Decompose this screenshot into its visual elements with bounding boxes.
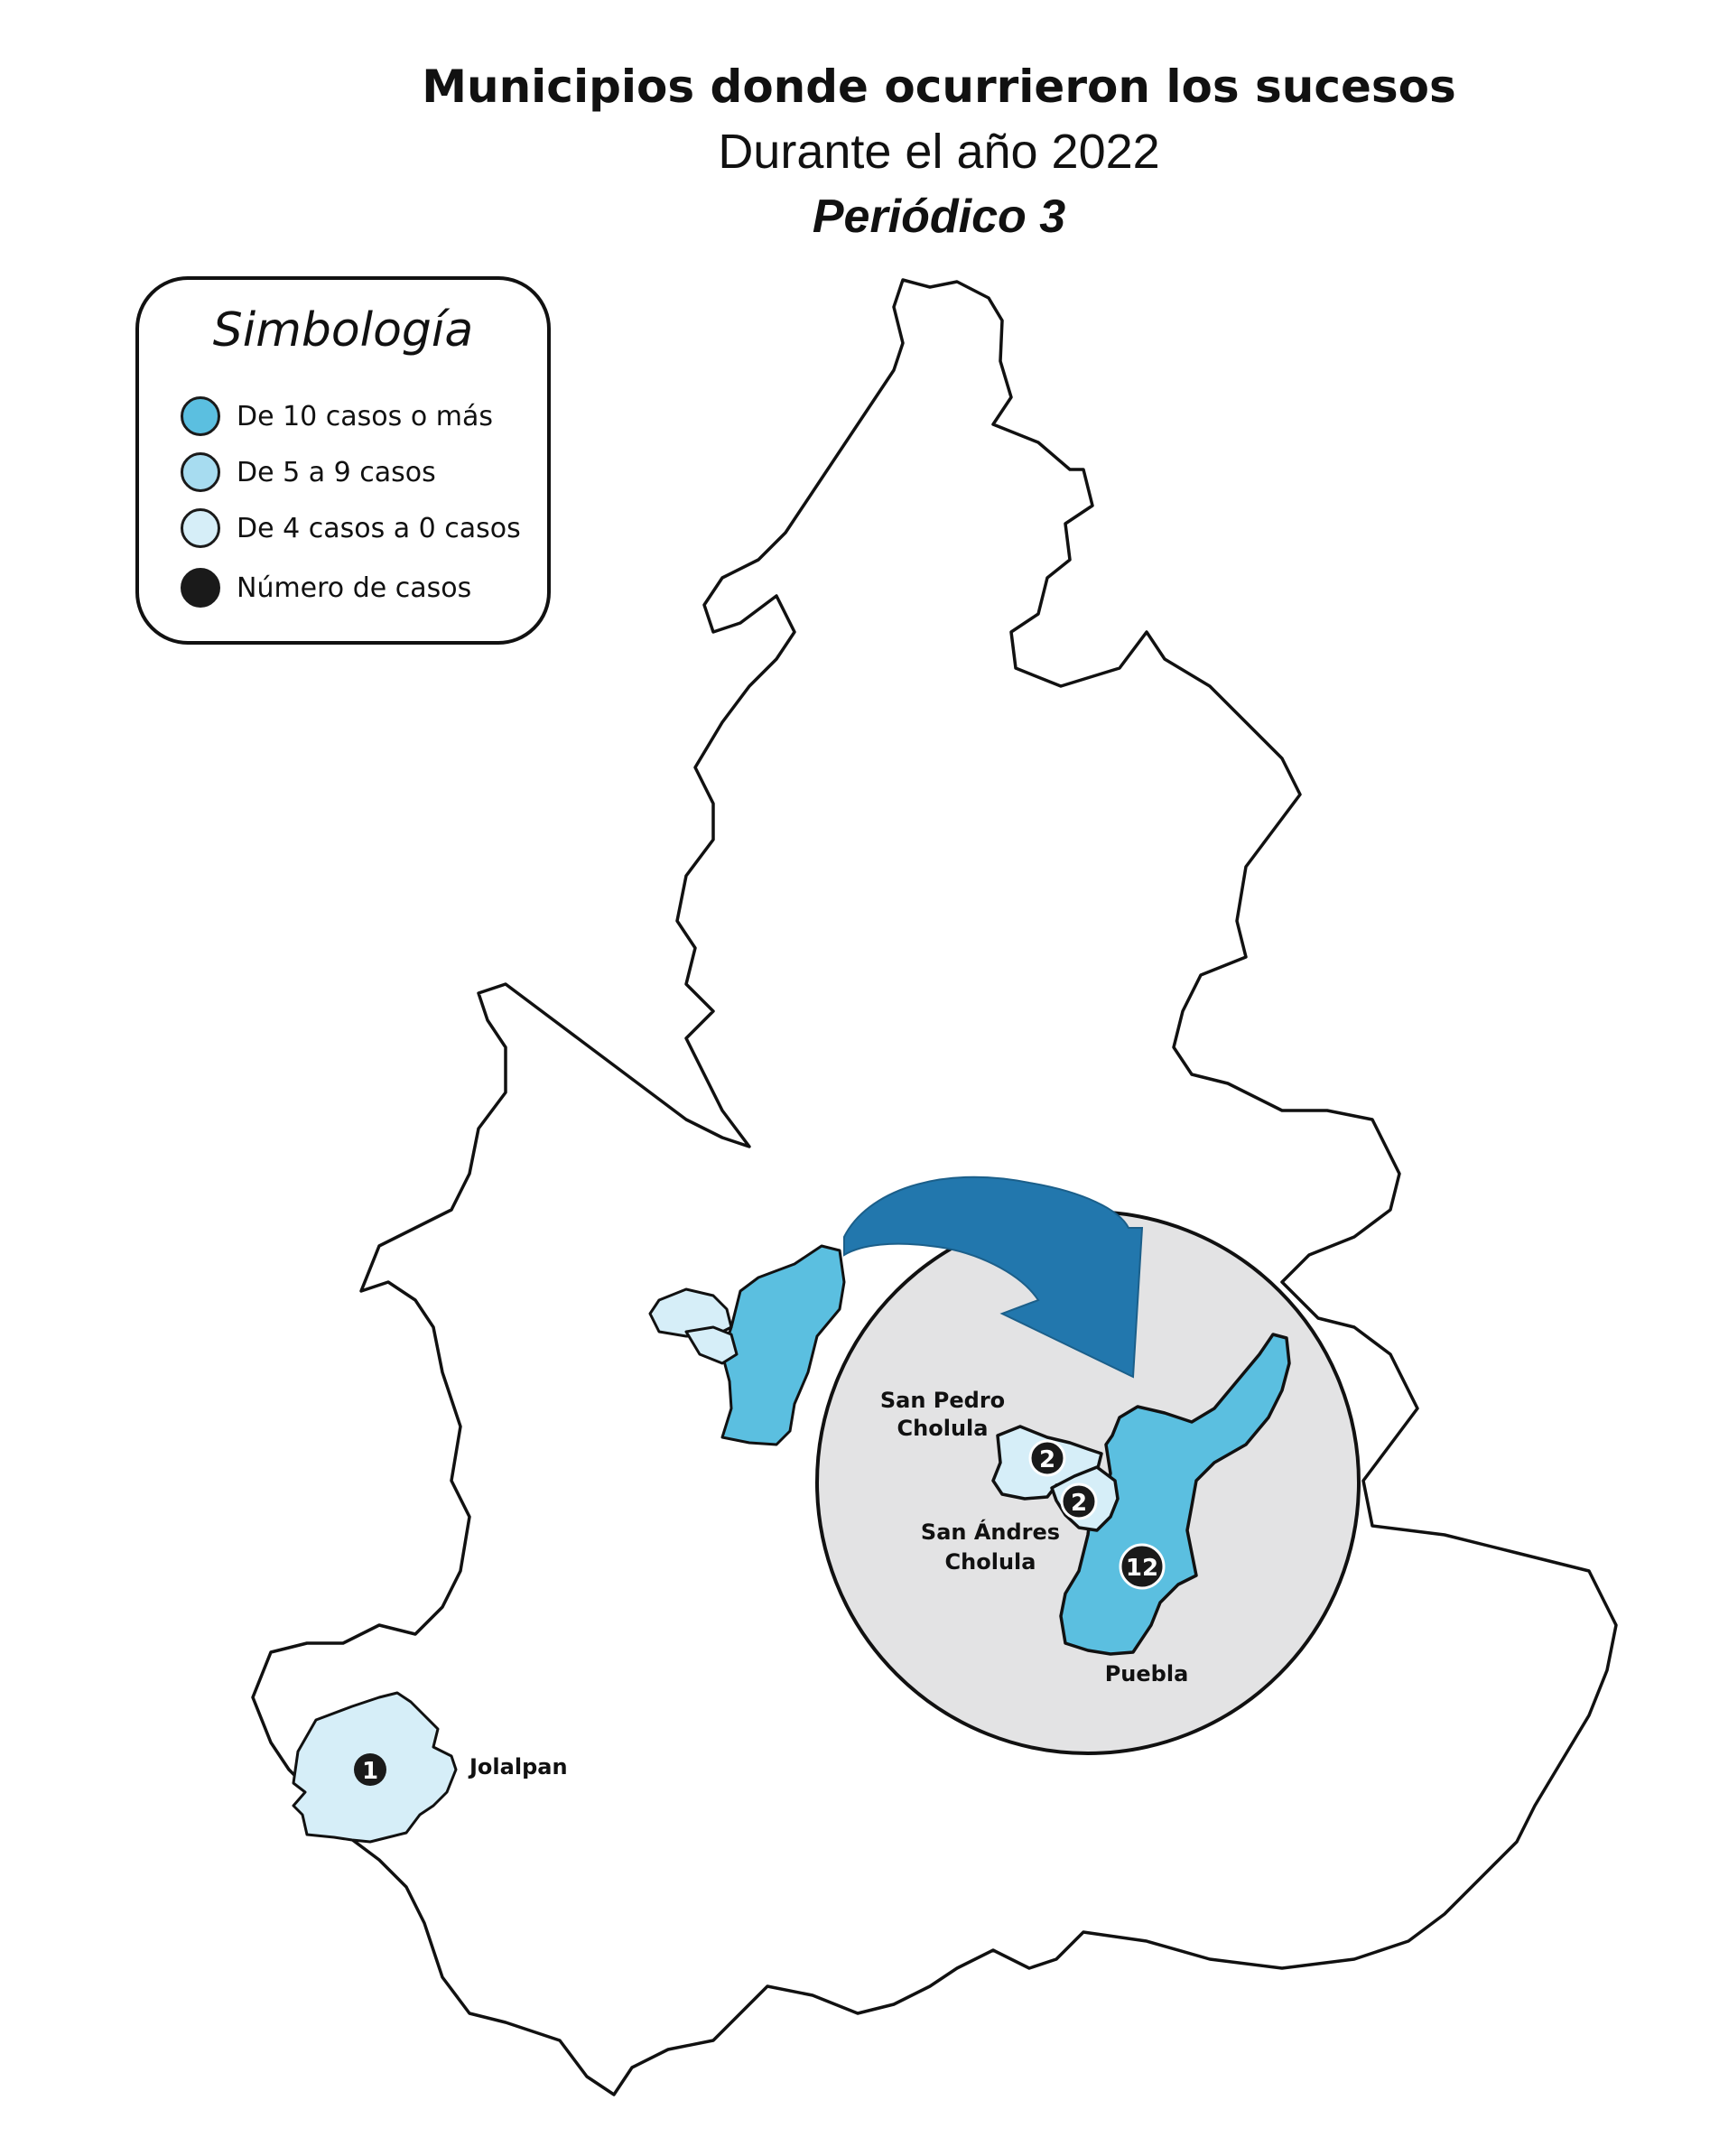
legend-swatch-medium bbox=[181, 452, 220, 492]
legend-title: Simbología bbox=[212, 303, 474, 358]
selected-area-san-andres-cholula[interactable] bbox=[684, 1325, 739, 1365]
badge-puebla-count: 12 bbox=[1126, 1555, 1158, 1582]
zoom-arrow bbox=[843, 1176, 1144, 1379]
legend-label-high: De 10 casos o más bbox=[237, 400, 493, 432]
label-san-pedro-cholula-line1: San Pedro bbox=[880, 1388, 1005, 1413]
map-source: Periódico 3 bbox=[812, 191, 1066, 243]
map-title-block: Municipios donde ocurrieron los sucesos … bbox=[325, 54, 1553, 249]
label-san-andres-cholula-line2: Cholula bbox=[945, 1549, 1036, 1575]
legend-swatch-low bbox=[181, 508, 220, 548]
legend-item-low: De 4 casos a 0 casos bbox=[181, 504, 521, 553]
legend: Simbología De 10 casos o más De 5 a 9 ca… bbox=[135, 276, 551, 645]
label-san-pedro-cholula-line2: Cholula bbox=[897, 1416, 989, 1441]
legend-item-medium: De 5 a 9 casos bbox=[181, 448, 436, 497]
badge-san-andres-cholula-count: 2 bbox=[1071, 1490, 1087, 1517]
map-title: Municipios donde ocurrieron los sucesos bbox=[422, 60, 1456, 113]
legend-item-count: Número de casos bbox=[181, 563, 471, 612]
map-subtitle: Durante el año 2022 bbox=[718, 125, 1160, 179]
badge-san-andres-cholula: 2 bbox=[1060, 1482, 1098, 1520]
badge-san-pedro-cholula: 2 bbox=[1028, 1439, 1066, 1477]
badge-san-pedro-cholula-count: 2 bbox=[1039, 1446, 1055, 1473]
badge-jolalpan-count: 1 bbox=[362, 1758, 378, 1785]
legend-item-high: De 10 casos o más bbox=[181, 392, 493, 441]
badge-puebla: 12 bbox=[1119, 1543, 1166, 1590]
legend-label-count: Número de casos bbox=[237, 572, 472, 604]
label-puebla: Puebla bbox=[1105, 1661, 1189, 1687]
legend-swatch-count bbox=[181, 568, 220, 608]
label-san-andres-cholula-line1: San Ándres bbox=[921, 1519, 1060, 1545]
legend-swatch-high bbox=[181, 396, 220, 436]
legend-label-low: De 4 casos a 0 casos bbox=[237, 512, 521, 544]
label-jolalpan: Jolalpan bbox=[468, 1754, 568, 1780]
legend-label-medium: De 5 a 9 casos bbox=[237, 456, 436, 488]
badge-jolalpan: 1 bbox=[354, 1753, 386, 1786]
